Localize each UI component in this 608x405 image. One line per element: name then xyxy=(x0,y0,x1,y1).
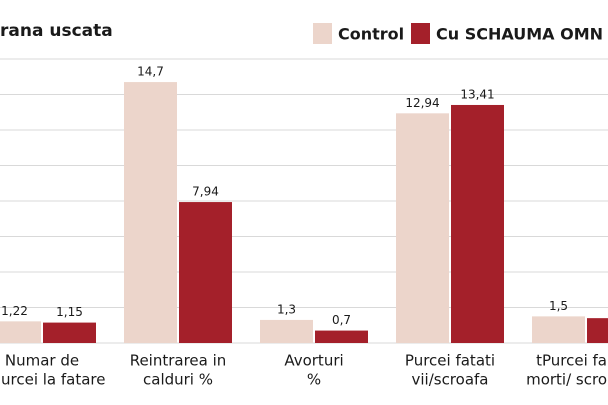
bar xyxy=(179,202,232,343)
value-label: 14,7 xyxy=(137,65,164,79)
chart-title: rana uscata xyxy=(0,21,113,41)
bar xyxy=(0,321,41,343)
value-label: 0,7 xyxy=(332,313,351,327)
bar xyxy=(43,322,96,343)
x-tick-label: Numar de xyxy=(5,352,79,370)
x-tick-label: Reintrarea in xyxy=(130,352,227,370)
value-label: 1,3 xyxy=(277,302,296,316)
x-tick-label: morti/ scro xyxy=(526,371,607,389)
legend-swatch xyxy=(411,23,430,44)
bar xyxy=(124,82,177,343)
bar xyxy=(532,316,585,343)
value-label: 13,41 xyxy=(460,87,494,101)
bar xyxy=(587,318,608,343)
bar xyxy=(396,113,449,343)
value-label: 7,94 xyxy=(192,185,219,199)
x-tick-label: Avorturi xyxy=(284,352,343,370)
x-tick-label: vii/scroafa xyxy=(411,371,488,389)
bar xyxy=(315,330,368,343)
bar xyxy=(260,319,313,343)
legend-label: Cu SCHAUMA OMN xyxy=(436,25,603,44)
x-tick-label: urcei la fatare xyxy=(1,371,106,389)
x-tick-label: tPurcei fa xyxy=(536,352,607,370)
x-tick-label: Purcei fatati xyxy=(405,352,495,370)
bar xyxy=(451,104,504,343)
legend-swatch xyxy=(313,23,332,44)
value-label: 12,94 xyxy=(405,96,439,110)
value-label: 1,22 xyxy=(1,304,28,318)
legend-label: Control xyxy=(338,25,404,44)
x-tick-label: calduri % xyxy=(143,371,213,389)
x-tick-label: % xyxy=(307,371,321,389)
value-label: 1,5 xyxy=(549,299,568,313)
value-label: 1,15 xyxy=(56,305,83,319)
